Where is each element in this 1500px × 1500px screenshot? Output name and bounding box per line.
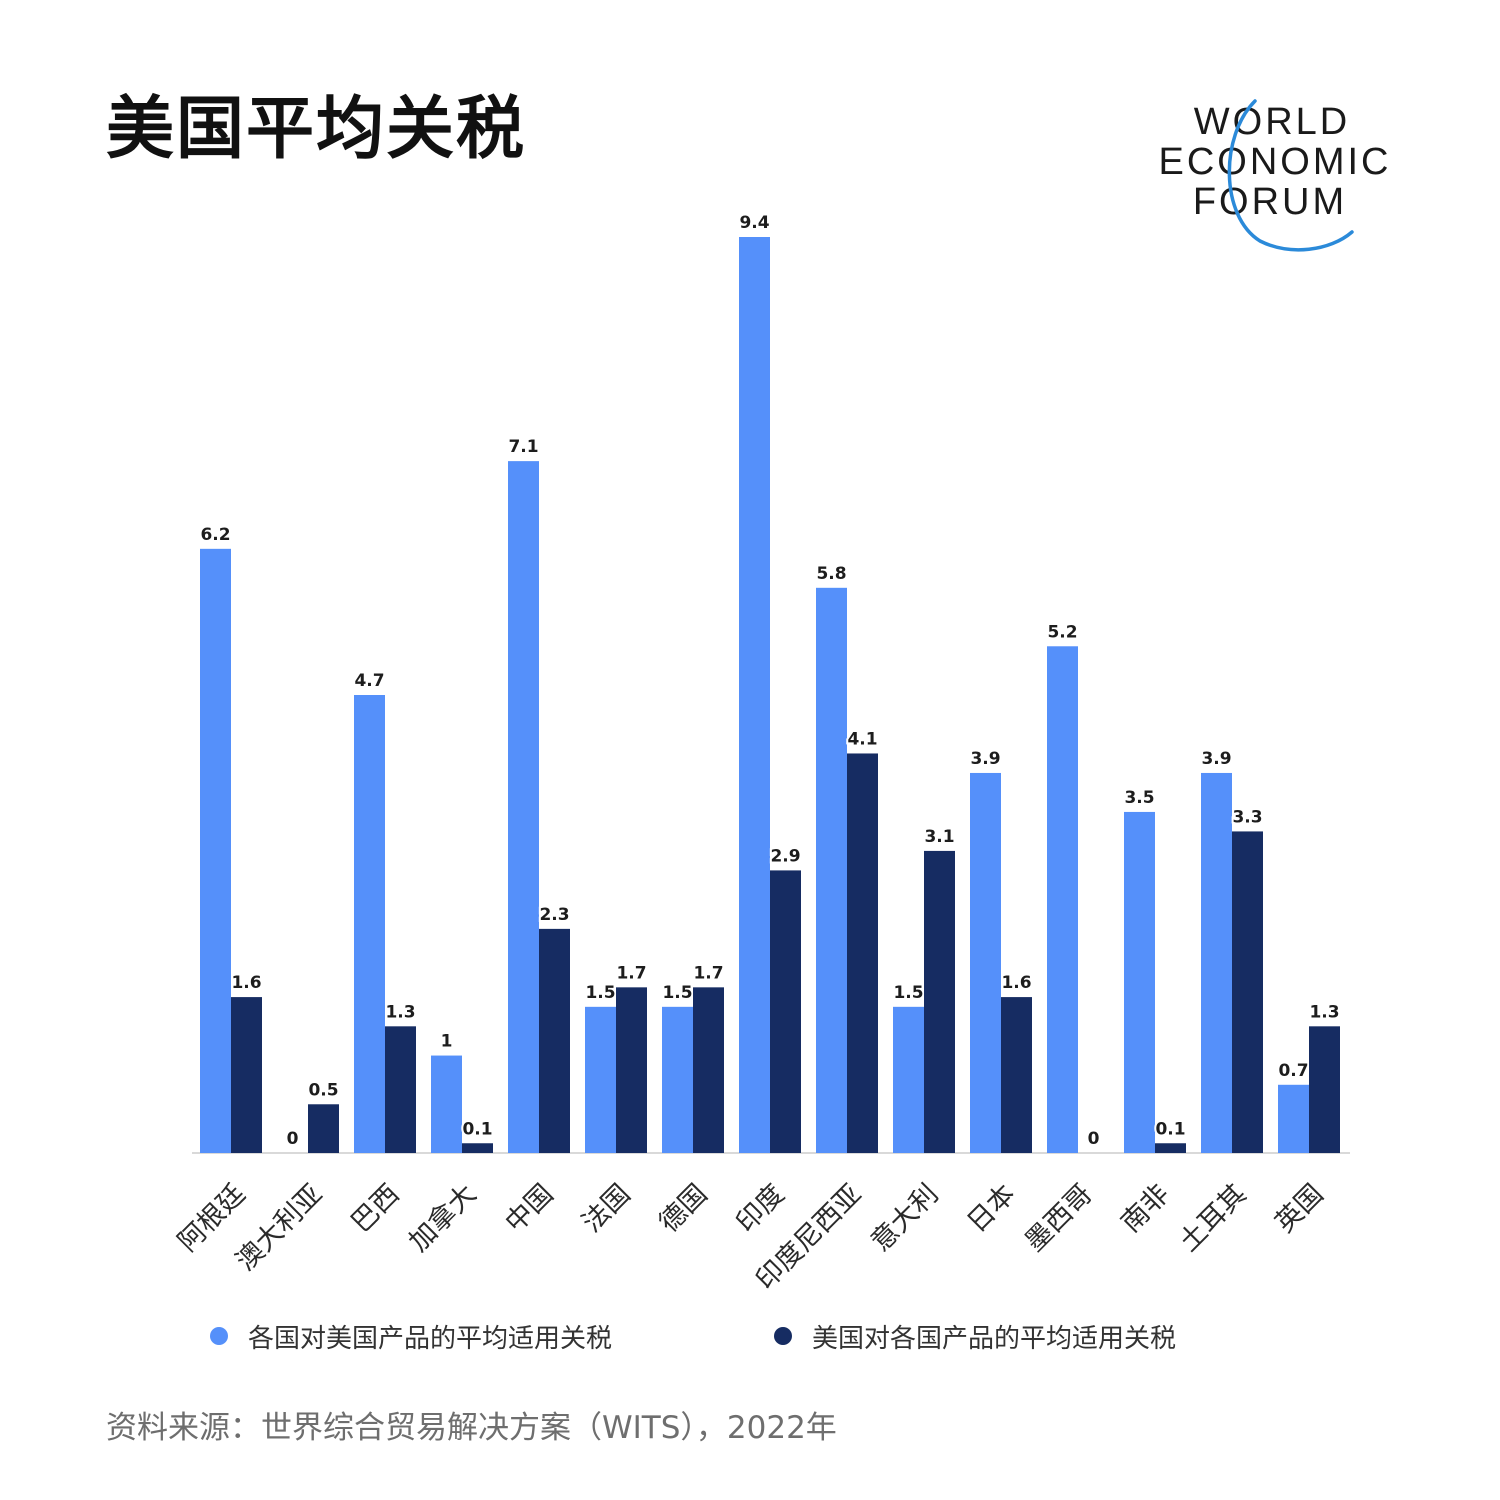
legend: 各国对美国产品的平均适用关税 美国对各国产品的平均适用关税 <box>210 1314 1360 1358</box>
data-label-series-1: 3.9 <box>970 749 1000 769</box>
bar-series-1 <box>585 1006 616 1153</box>
x-tick-label: 加拿大 <box>403 1179 482 1258</box>
data-label-series-2: 1.3 <box>385 1002 415 1022</box>
bar-series-1 <box>1124 811 1155 1153</box>
data-label-series-2: 0.5 <box>308 1080 338 1100</box>
bar-series-1 <box>508 461 539 1153</box>
data-label-series-2: 1.7 <box>616 963 646 983</box>
data-label-series-2: 2.3 <box>539 905 569 925</box>
data-label-series-1: 1.5 <box>893 983 923 1003</box>
data-label-series-2: 1.3 <box>1309 1002 1339 1022</box>
legend-label-series-1: 各国对美国产品的平均适用关税 <box>248 1323 613 1354</box>
x-tick-label: 土耳其 <box>1173 1179 1252 1258</box>
x-tick-label: 法国 <box>576 1179 636 1239</box>
bar-series-1 <box>893 1006 924 1153</box>
x-tick-label: 印度 <box>730 1179 790 1239</box>
data-label-series-2: 3.3 <box>1232 807 1262 827</box>
x-tick-label: 澳大利亚 <box>230 1179 328 1277</box>
bar-series-2 <box>924 850 955 1153</box>
bar-series-2 <box>1001 997 1032 1153</box>
logo-line-forum: FORUM <box>1193 181 1347 223</box>
x-tick-label: 南非 <box>1115 1179 1175 1239</box>
bar-series-2 <box>539 928 570 1153</box>
data-label-series-1: 4.7 <box>354 671 384 691</box>
x-tick-label: 墨西哥 <box>1019 1179 1098 1258</box>
data-label-series-2: 1.7 <box>693 963 723 983</box>
data-label-series-2: 0 <box>1088 1129 1100 1149</box>
legend-marker-series-2 <box>774 1327 792 1345</box>
bar-series-2 <box>847 753 878 1153</box>
bar-series-1 <box>1201 772 1232 1153</box>
bar-series-2 <box>308 1104 339 1153</box>
wef-logo: WORLD ECONOMIC FORUM <box>1159 99 1392 252</box>
bar-series-1 <box>739 237 770 1153</box>
x-tick-label: 英国 <box>1269 1179 1329 1239</box>
bar-series-1 <box>431 1055 462 1153</box>
legend-label-series-2: 美国对各国产品的平均适用关税 <box>812 1323 1177 1354</box>
bar-series-1 <box>354 695 385 1153</box>
chart-title: 美国平均关税 <box>106 90 527 169</box>
data-label-series-1: 5.2 <box>1047 622 1077 642</box>
x-tick-label: 意大利 <box>865 1179 944 1258</box>
bar-series-2 <box>385 1026 416 1153</box>
source-note: 资料来源：世界综合贸易解决方案（WITS），2022年 <box>106 1410 837 1446</box>
data-label-series-1: 0.7 <box>1278 1061 1308 1081</box>
data-label-series-2: 3.1 <box>924 827 954 847</box>
data-label-series-1: 3.9 <box>1201 749 1231 769</box>
data-label-series-2: 4.1 <box>847 729 877 749</box>
data-label-series-1: 6.2 <box>200 525 230 545</box>
bar-series-2 <box>231 997 262 1153</box>
bar-series-1 <box>1278 1084 1309 1153</box>
data-label-series-1: 1 <box>441 1032 453 1052</box>
bar-series-2 <box>1309 1026 1340 1153</box>
data-label-series-1: 1.5 <box>662 983 692 1003</box>
data-label-series-2: 0.1 <box>1155 1119 1185 1139</box>
bar-series-2 <box>1155 1143 1186 1153</box>
bar-series-2 <box>1232 831 1263 1153</box>
bar-series-1 <box>200 548 231 1153</box>
logo-line-world: WORLD <box>1194 101 1350 143</box>
logo-line-economic: ECONOMIC <box>1159 141 1392 183</box>
bar-series-1 <box>1047 646 1078 1153</box>
data-label-series-1: 0 <box>287 1129 299 1149</box>
x-tick-label: 中国 <box>499 1179 559 1239</box>
data-label-series-2: 1.6 <box>1001 973 1031 993</box>
data-label-series-1: 1.5 <box>585 983 615 1003</box>
bar-series-2 <box>616 987 647 1153</box>
data-label-series-1: 9.4 <box>739 213 769 233</box>
data-label-series-1: 7.1 <box>508 437 538 457</box>
bar-series-1 <box>816 587 847 1153</box>
x-tick-label: 巴西 <box>345 1179 405 1239</box>
bar-series-2 <box>693 987 724 1153</box>
bar-series-2 <box>462 1143 493 1153</box>
logo-swoosh <box>1227 99 1354 252</box>
data-label-series-2: 0.1 <box>462 1119 492 1139</box>
legend-marker-series-1 <box>210 1327 228 1345</box>
bar-series-1 <box>662 1006 693 1153</box>
legend-item-series-2: 美国对各国产品的平均适用关税 <box>774 1314 1176 1358</box>
x-tick-label: 德国 <box>653 1179 713 1239</box>
bar-series-2 <box>770 870 801 1153</box>
data-label-series-2: 1.6 <box>231 973 261 993</box>
x-tick-label: 日本 <box>961 1179 1021 1239</box>
data-label-series-2: 2.9 <box>770 846 800 866</box>
legend-item-series-1: 各国对美国产品的平均适用关税 <box>210 1314 612 1358</box>
bar-series-1 <box>970 772 1001 1153</box>
bar-chart: 6.21.6阿根廷00.5澳大利亚4.71.3巴西10.1加拿大7.12.3中国… <box>172 211 1350 1296</box>
data-label-series-1: 3.5 <box>1124 788 1154 808</box>
data-label-series-1: 5.8 <box>816 564 846 584</box>
